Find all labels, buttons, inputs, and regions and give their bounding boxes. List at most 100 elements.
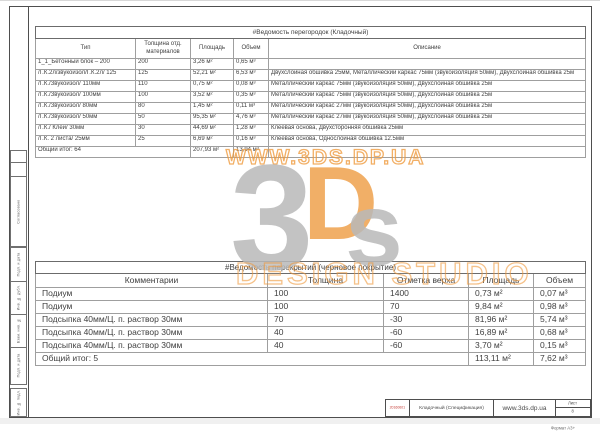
document-title: Кладочный (Спецификация) bbox=[419, 405, 484, 411]
title-block-sheet-cell: Лист 8 bbox=[556, 400, 590, 416]
table-cell: 3,26 м² bbox=[190, 58, 234, 70]
table-cell: 9,84 м² bbox=[468, 300, 534, 314]
table-cell: Подсыпка 40мм/Ц. п. раствор 30мм bbox=[35, 326, 268, 340]
format-label-text: Формат А3+ bbox=[550, 426, 576, 432]
side-cell-label: Инв. № подл. bbox=[16, 389, 21, 416]
total-area: 207,93 м² bbox=[190, 146, 234, 158]
table-cell: 81,96 м² bbox=[468, 313, 534, 327]
table-cell: 0,16 м³ bbox=[233, 135, 269, 147]
column-header-comments: Комментарии bbox=[35, 273, 268, 288]
side-cell-zam-inv: Взам. инв. № bbox=[10, 314, 27, 348]
table-cell: 6,53 м³ bbox=[233, 69, 269, 81]
table-cell: Металлический каркас 27мм (звукоизоляция… bbox=[267, 102, 587, 114]
side-cell-label: Подп. и дата bbox=[16, 354, 21, 378]
total-volume: 7,62 м³ bbox=[532, 352, 587, 366]
side-cell-label: Подп. и дата bbox=[16, 252, 21, 277]
table-cell: -60 bbox=[383, 326, 469, 340]
sheet-number-cell: 8 bbox=[556, 408, 590, 416]
table-row: /Г.К./Звукоизол/ 50мм 50 95,35 м² 4,76 м³ Ме… bbox=[35, 113, 587, 125]
table-cell: 50 bbox=[135, 113, 191, 125]
table-cell: 0,68 м³ bbox=[532, 326, 587, 340]
side-cell-sign-date-1: Подп. и дата bbox=[10, 247, 27, 282]
column-header-area: Площадь bbox=[190, 38, 234, 59]
page-bottom-strip bbox=[0, 418, 600, 424]
table-cell: /Г.К./Звукоизол/ 110мм bbox=[35, 80, 136, 92]
table-cell: 1,45 м² bbox=[190, 102, 234, 114]
total-label: Общий итог: 5 bbox=[35, 352, 469, 366]
table-cell: Металлический каркас 75мм (звукоизоляция… bbox=[267, 91, 587, 103]
table-cell: 40 bbox=[267, 339, 384, 353]
column-header-area: Площадь bbox=[468, 273, 534, 288]
table-total-row: Общий итог: 5 113,11 м² 7,62 м³ bbox=[35, 352, 587, 366]
side-cell-sign-date-2: Подп. и дата bbox=[10, 347, 27, 385]
table-cell: 3,70 м² bbox=[468, 339, 534, 353]
table-title-row: #Ведомость перекрытий (черновое покрытие… bbox=[34, 261, 587, 274]
table-cell: 0,15 м³ bbox=[532, 339, 587, 353]
sheet-number: 8 bbox=[571, 409, 575, 415]
table-cell: Подсыпка 40мм/Ц. п. раствор 30мм bbox=[35, 339, 268, 353]
side-approval-label: Согласовано bbox=[16, 199, 21, 224]
table-cell: 16,89 м² bbox=[468, 326, 534, 340]
table-cell: 0,73 м² bbox=[468, 287, 534, 301]
floors-table-title: #Ведомость перекрытий (черновое покрытие… bbox=[34, 261, 587, 274]
table-cell: 100 bbox=[135, 91, 191, 103]
table-row: Подсыпка 40мм/Ц. п. раствор 30мм 40 -60 16,… bbox=[35, 326, 587, 340]
table-cell: Металлический каркас 75мм (звукоизоляция… bbox=[267, 80, 587, 92]
table-cell: Двухслойная обшивка 25мм, Металлический … bbox=[267, 69, 587, 81]
table-cell: 25 bbox=[135, 135, 191, 147]
table-cell: 80 bbox=[135, 102, 191, 114]
table-cell: 110 bbox=[135, 80, 191, 92]
table-row: Подиум 100 70 9,84 м² 0,98 м³ bbox=[35, 300, 587, 314]
table-cell: 0,98 м³ bbox=[532, 300, 587, 314]
table-cell: 30 bbox=[135, 124, 191, 136]
table-row: /Г.К.2л/звукоизол/Г.К.2л/ 125 125 52,21 м²… bbox=[35, 69, 587, 81]
table-cell: 0,08 м³ bbox=[233, 80, 269, 92]
table-cell: /Г.К./Звукоизол/ 50мм bbox=[35, 113, 136, 125]
table-row: /Г.К./Звукоизол/ 100мм 100 3,52 м² 0,35 м³ М… bbox=[35, 91, 587, 103]
title-block: 20160601 Кладочный (Спецификация) www.3d… bbox=[385, 399, 591, 417]
table-cell: 4,76 м³ bbox=[233, 113, 269, 125]
table-cell: Клеевая основа, Однослойная обшивка 12.5… bbox=[267, 135, 587, 147]
table-title-row: #Ведомость перегородок (Кладочный) bbox=[34, 26, 587, 39]
table-cell: Подиум bbox=[35, 287, 268, 301]
total-volume: 13,94 м³ bbox=[233, 146, 269, 158]
column-header-description: Описание bbox=[267, 38, 587, 59]
floors-schedule-table: #Ведомость перекрытий (черновое покрытие… bbox=[34, 261, 587, 366]
table-cell: 95,35 м² bbox=[190, 113, 234, 125]
column-header-thickness: Толщина отд. материалов bbox=[135, 38, 191, 59]
table-cell: 100 bbox=[267, 300, 384, 314]
format-label: Формат А3+ bbox=[528, 417, 598, 435]
table-cell: 125 bbox=[135, 69, 191, 81]
table-cell: -30 bbox=[383, 313, 469, 327]
website-link: www.3ds.dp.ua bbox=[502, 404, 547, 412]
table-cell: 1,28 м³ bbox=[233, 124, 269, 136]
table-cell: /Г.К./Звукоизол/ 80мм bbox=[35, 102, 136, 114]
partitions-schedule-table: #Ведомость перегородок (Кладочный) Тип Т… bbox=[34, 26, 587, 158]
table-row: /Г.К. 2 листа/ 25мм 25 6,69 м² 0,16 м³ Клеев… bbox=[35, 135, 587, 147]
table-header-row: Комментарии Толщина Отметка верха Площад… bbox=[35, 273, 587, 288]
table-row: Подиум 100 1400 0,73 м² 0,07 м³ bbox=[35, 287, 587, 301]
table-row: /Г.К./ Клей/ 30мм 30 44,69 м² 1,28 м³ Клеева… bbox=[35, 124, 587, 136]
column-header-volume: Объем bbox=[233, 38, 269, 59]
table-cell: Клеевая основа, Двухсторонняя обшивка 25… bbox=[267, 124, 587, 136]
table-cell: 0,65 м³ bbox=[233, 58, 269, 70]
table-cell: 44,69 м² bbox=[190, 124, 234, 136]
side-approval-cell: Согласовано bbox=[10, 176, 27, 247]
total-label: Общий итог: 64 bbox=[35, 146, 191, 158]
table-cell: /Г.К./Звукоизол/ 100мм bbox=[35, 91, 136, 103]
title-block-stamp-cell: 20160601 bbox=[386, 400, 410, 416]
table-cell: 6,69 м² bbox=[190, 135, 234, 147]
side-signature-box bbox=[10, 162, 27, 177]
table-cell: 3,52 м² bbox=[190, 91, 234, 103]
column-header-top-elevation: Отметка верха bbox=[383, 273, 469, 288]
table-row: Подсыпка 40мм/Ц. п. раствор 30мм 70 -30 81,… bbox=[35, 313, 587, 327]
table-cell bbox=[267, 58, 587, 70]
table-cell: Металлический каркас 27мм (звукоизоляция… bbox=[267, 113, 587, 125]
table-cell: -60 bbox=[383, 339, 469, 353]
table-cell: /Г.К. 2 листа/ 25мм bbox=[35, 135, 136, 147]
table-cell: 40 bbox=[267, 326, 384, 340]
title-block-doc-cell: Кладочный (Спецификация) bbox=[410, 400, 494, 416]
table-cell: /Г.К./ Клей/ 30мм bbox=[35, 124, 136, 136]
table-row: Подсыпка 40мм/Ц. п. раствор 30мм 40 -60 3,7… bbox=[35, 339, 587, 353]
table-header-row: Тип Толщина отд. материалов Площадь Объе… bbox=[35, 38, 587, 59]
